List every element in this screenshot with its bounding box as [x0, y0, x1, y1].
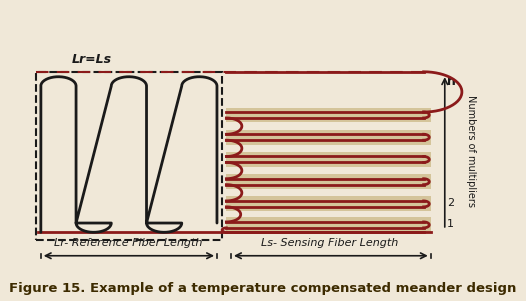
Bar	[226, 218, 431, 232]
Text: Lr=Ls: Lr=Ls	[72, 53, 112, 66]
Bar	[36, 72, 221, 240]
Text: 2: 2	[447, 198, 454, 208]
Text: Numbers of multipliers: Numbers of multipliers	[466, 95, 476, 207]
Bar	[226, 197, 431, 211]
Bar	[226, 174, 431, 189]
Text: Lr- Reference Fiber Length: Lr- Reference Fiber Length	[54, 238, 202, 248]
Text: 1: 1	[447, 219, 454, 229]
Text: n: n	[447, 76, 456, 88]
Bar	[226, 130, 431, 145]
Text: Ls- Sensing Fiber Length: Ls- Sensing Fiber Length	[261, 238, 398, 248]
Bar	[226, 107, 431, 123]
Text: Figure 15. Example of a temperature compensated meander design: Figure 15. Example of a temperature comp…	[9, 282, 517, 295]
Bar	[226, 152, 431, 167]
